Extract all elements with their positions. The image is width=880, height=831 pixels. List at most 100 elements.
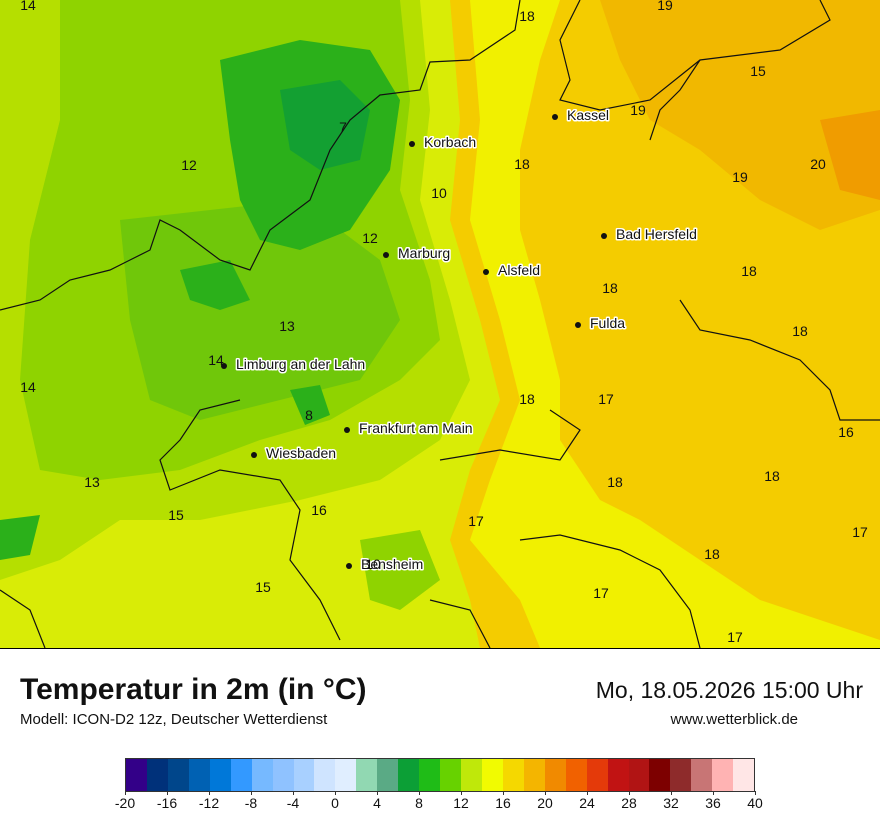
city-label: Bensheim [361, 556, 423, 572]
zone-9-west [180, 260, 250, 310]
temperature-value: 18 [514, 156, 530, 172]
warm-zone-21 [820, 110, 880, 200]
city-label: Fulda [590, 315, 625, 331]
city-label: Frankfurt am Main [359, 420, 473, 436]
temperature-value: 17 [852, 524, 868, 540]
temperature-value: 18 [764, 468, 780, 484]
legend-swatch [607, 759, 629, 791]
website-link[interactable]: www.wetterblick.de [670, 711, 798, 728]
legend-swatch [523, 759, 545, 791]
legend-swatch [167, 759, 189, 791]
city-label: Alsfeld [498, 262, 540, 278]
legend-tick-mark [419, 791, 420, 795]
legend-tick-label: 0 [331, 795, 339, 811]
legend-swatch [209, 759, 231, 791]
temperature-value: 15 [750, 63, 766, 79]
legend-tick-label: 40 [747, 795, 763, 811]
warm-zone-20 [600, 0, 880, 230]
temperature-value: 18 [602, 280, 618, 296]
legend-swatch [481, 759, 503, 791]
legend-swatch [586, 759, 608, 791]
legend-tick-mark [671, 791, 672, 795]
legend-tick-mark [503, 791, 504, 795]
zone-16-south [560, 560, 740, 648]
legend-tick-label: 8 [415, 795, 423, 811]
temperature-value: 18 [741, 263, 757, 279]
temperature-value: 19 [732, 169, 748, 185]
temperature-value: 18 [792, 323, 808, 339]
temperature-value: 15 [255, 579, 271, 595]
legend-tick-mark [545, 791, 546, 795]
color-legend [125, 758, 755, 792]
city-label: Bad Hersfeld [616, 226, 697, 242]
legend-tick-label: 4 [373, 795, 381, 811]
legend-tick-label: 36 [705, 795, 721, 811]
legend-swatch [649, 759, 671, 791]
model-source: Modell: ICON-D2 12z, Deutscher Wetterdie… [20, 711, 328, 728]
legend-tick-label: -20 [114, 795, 136, 811]
legend-tick-mark [209, 791, 210, 795]
city-label: Kassel [567, 107, 609, 123]
legend-swatch [565, 759, 587, 791]
legend-swatch [272, 759, 294, 791]
legend-swatch [712, 759, 734, 791]
legend-swatch [419, 759, 441, 791]
legend-tick-mark [251, 791, 252, 795]
legend-tick-mark [713, 791, 714, 795]
legend-tick-label: -16 [156, 795, 178, 811]
legend-swatch [628, 759, 650, 791]
zone-11 [120, 200, 400, 420]
legend-swatch [314, 759, 336, 791]
city-label: Korbach [424, 134, 476, 150]
legend-swatch [126, 759, 147, 791]
legend-swatch [188, 759, 210, 791]
legend-swatch [251, 759, 273, 791]
temperature-value: 18 [607, 474, 623, 490]
legend-tick-label: 16 [495, 795, 511, 811]
legend-tick-mark [587, 791, 588, 795]
city-label: Wiesbaden [266, 445, 336, 461]
temperature-value: 16 [838, 424, 854, 440]
legend-swatch [146, 759, 168, 791]
footer: Temperatur in 2m (in °C) Modell: ICON-D2… [0, 648, 880, 831]
temperature-value: 17 [593, 585, 609, 601]
temperature-value: 19 [657, 0, 673, 13]
legend-tick-label: 12 [453, 795, 469, 811]
legend-swatch [440, 759, 461, 791]
temperature-value: 12 [181, 157, 197, 173]
temperature-value: 13 [84, 474, 100, 490]
legend-tick-mark [125, 791, 126, 795]
legend-tick-label: 32 [663, 795, 679, 811]
legend-tick-label: -4 [286, 795, 300, 811]
legend-swatch [230, 759, 252, 791]
legend-swatch [502, 759, 524, 791]
legend-swatch [398, 759, 420, 791]
temperature-value: 20 [810, 156, 826, 172]
temperature-value: 10 [365, 556, 381, 572]
city-label: Limburg an der Lahn [236, 356, 365, 372]
state-borders [0, 0, 880, 648]
legend-ticks: -20 -16 -12 -8 -4 0 4 8 12 16 20 24 28 32 36 40 [115, 791, 763, 817]
temperature-value: 19 [630, 102, 646, 118]
legend-swatch [544, 759, 566, 791]
temperature-map[interactable]: Kassel Korbach Bad Hersfeld Marburg Alsfeld F… [0, 0, 880, 648]
legend-tick-mark [335, 791, 336, 795]
legend-tick-label: 24 [579, 795, 595, 811]
zone-7 [280, 80, 370, 170]
temperature-value: 16 [311, 502, 327, 518]
temperature-value: 18 [519, 391, 535, 407]
temperature-value: 17 [468, 513, 484, 529]
temperature-value: 17 [727, 629, 743, 645]
zone-8-taunus [290, 385, 330, 425]
legend-tick-mark [167, 791, 168, 795]
legend-tick-mark [629, 791, 630, 795]
temperature-value: 13 [279, 318, 295, 334]
legend-swatch [733, 759, 755, 791]
temperature-value: 15 [168, 507, 184, 523]
legend-tick-mark [755, 791, 756, 795]
forecast-datetime: Mo, 18.05.2026 15:00 Uhr [595, 677, 863, 703]
legend-swatch [356, 759, 378, 791]
legend-tick-label: -8 [244, 795, 258, 811]
map-title: Temperatur in 2m (in °C) [20, 673, 367, 706]
legend-tick-label: 28 [621, 795, 637, 811]
